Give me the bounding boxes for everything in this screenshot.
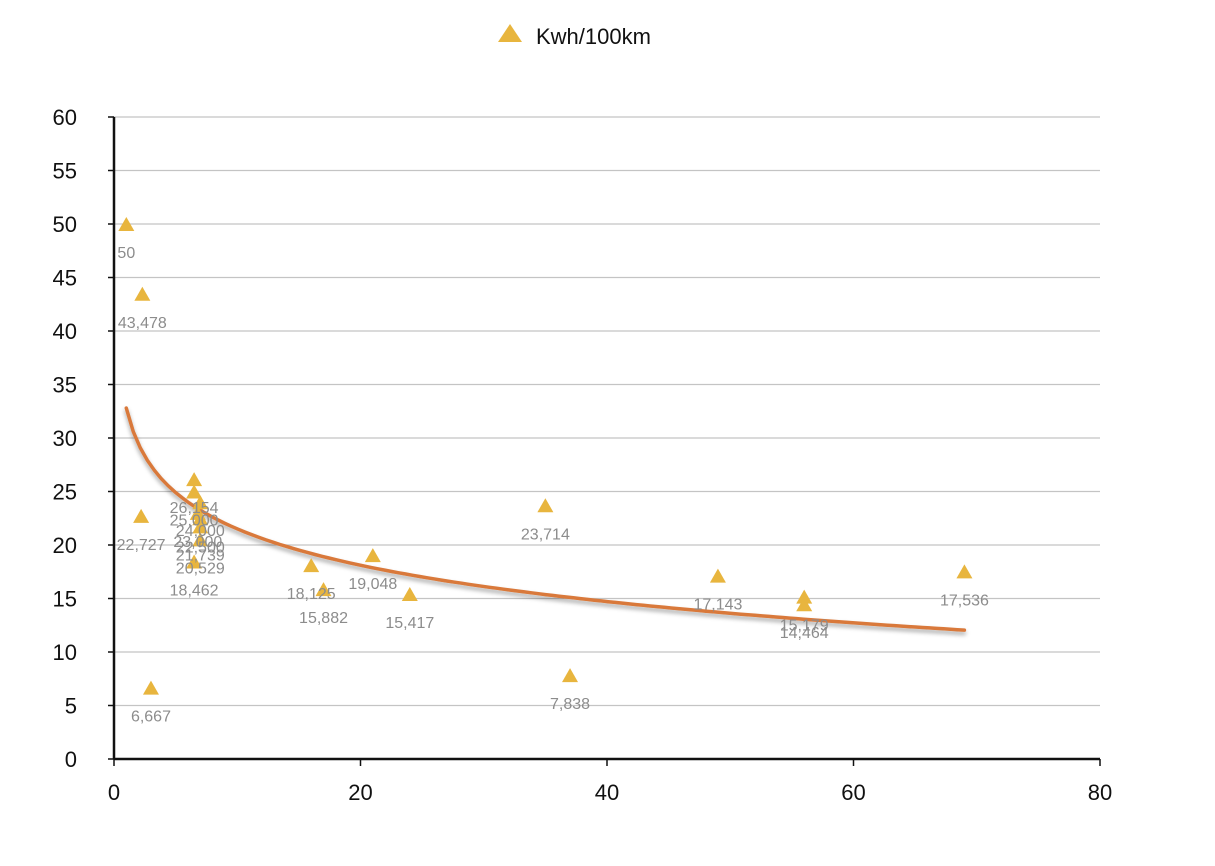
data-point-triangle bbox=[134, 286, 151, 301]
trendline bbox=[124, 406, 967, 632]
x-tick-label: 80 bbox=[1088, 780, 1112, 805]
x-tick-label: 40 bbox=[595, 780, 619, 805]
data-point-triangle bbox=[192, 519, 209, 534]
x-tick-label: 60 bbox=[841, 780, 865, 805]
x-tick-label: 0 bbox=[108, 780, 120, 805]
data-point-triangle bbox=[186, 472, 203, 487]
data-point-triangle bbox=[562, 668, 579, 683]
data-point-triangle bbox=[796, 589, 813, 604]
y-tick-label: 45 bbox=[53, 266, 77, 291]
data-point-triangle bbox=[186, 484, 203, 499]
data-point-triangle bbox=[142, 680, 159, 695]
y-tick-label: 10 bbox=[53, 640, 77, 665]
data-label: 6,667 bbox=[131, 709, 171, 726]
data-label: 17,143 bbox=[693, 597, 742, 614]
data-label: 24,000 bbox=[176, 523, 225, 540]
data-label: 18,462 bbox=[170, 582, 219, 599]
y-tick-label: 15 bbox=[53, 587, 77, 612]
data-point-triangle bbox=[118, 217, 135, 231]
data-label: 20,529 bbox=[176, 560, 225, 577]
data-point-triangle bbox=[186, 554, 203, 569]
data-point-triangle bbox=[192, 495, 209, 510]
data-label: 17,536 bbox=[940, 592, 989, 609]
data-point-triangle bbox=[537, 498, 554, 513]
y-tick-label: 30 bbox=[53, 426, 77, 451]
y-tick-label: 5 bbox=[65, 694, 77, 719]
trendline-curve bbox=[124, 406, 967, 632]
y-tick-label: 55 bbox=[53, 159, 77, 184]
x-tick-label: 20 bbox=[348, 780, 372, 805]
legend: Kwh/100km bbox=[498, 24, 651, 49]
data-label: 23,714 bbox=[521, 526, 570, 543]
data-label: 18,125 bbox=[287, 586, 336, 603]
data-label: 21,739 bbox=[176, 547, 225, 564]
axes bbox=[108, 116, 1101, 766]
data-label: 22,500 bbox=[176, 539, 225, 556]
y-tick-label: 50 bbox=[53, 212, 77, 237]
data-labels: 5043,47822,7276,66726,15425,00024,00023,… bbox=[117, 245, 989, 726]
data-label: 15,882 bbox=[299, 610, 348, 627]
data-label: 23,000 bbox=[173, 534, 222, 551]
data-label: 22,727 bbox=[117, 537, 166, 554]
y-axis-tick-labels: 0 5 10 15 20 25 30 35 40 45 50 55 60 bbox=[53, 105, 77, 772]
data-point-triangle bbox=[192, 532, 209, 547]
data-point-triangle bbox=[133, 508, 150, 523]
y-tick-label: 35 bbox=[53, 373, 77, 398]
data-label: 7,838 bbox=[550, 696, 590, 713]
y-tick-label: 20 bbox=[53, 533, 77, 558]
y-tick-label: 40 bbox=[53, 319, 77, 344]
x-axis-tick-labels: 0 20 40 60 80 bbox=[108, 780, 1112, 805]
y-tick-label: 60 bbox=[53, 105, 77, 130]
data-point-triangle bbox=[709, 568, 726, 583]
data-label: 50 bbox=[117, 245, 135, 262]
data-point-triangle bbox=[303, 558, 320, 573]
data-point-triangle bbox=[956, 564, 973, 579]
data-point-triangle bbox=[401, 587, 418, 602]
data-label: 26,154 bbox=[170, 500, 219, 517]
y-tick-label: 0 bbox=[65, 747, 77, 772]
data-label: 15,179 bbox=[780, 618, 829, 635]
data-label: 43,478 bbox=[118, 315, 167, 332]
data-point-triangle bbox=[192, 511, 209, 526]
data-label: 19,048 bbox=[348, 576, 397, 593]
legend-marker-triangle-icon bbox=[498, 24, 522, 42]
data-label: 15,417 bbox=[385, 615, 434, 632]
data-points bbox=[118, 217, 973, 695]
data-point-triangle bbox=[364, 548, 381, 563]
legend-label: Kwh/100km bbox=[536, 24, 651, 49]
gridlines bbox=[114, 116, 1100, 707]
data-point-triangle bbox=[796, 597, 813, 612]
y-tick-label: 25 bbox=[53, 480, 77, 505]
data-label: 14,464 bbox=[780, 625, 829, 642]
data-point-triangle bbox=[315, 582, 332, 597]
data-label: 25,000 bbox=[170, 513, 219, 530]
